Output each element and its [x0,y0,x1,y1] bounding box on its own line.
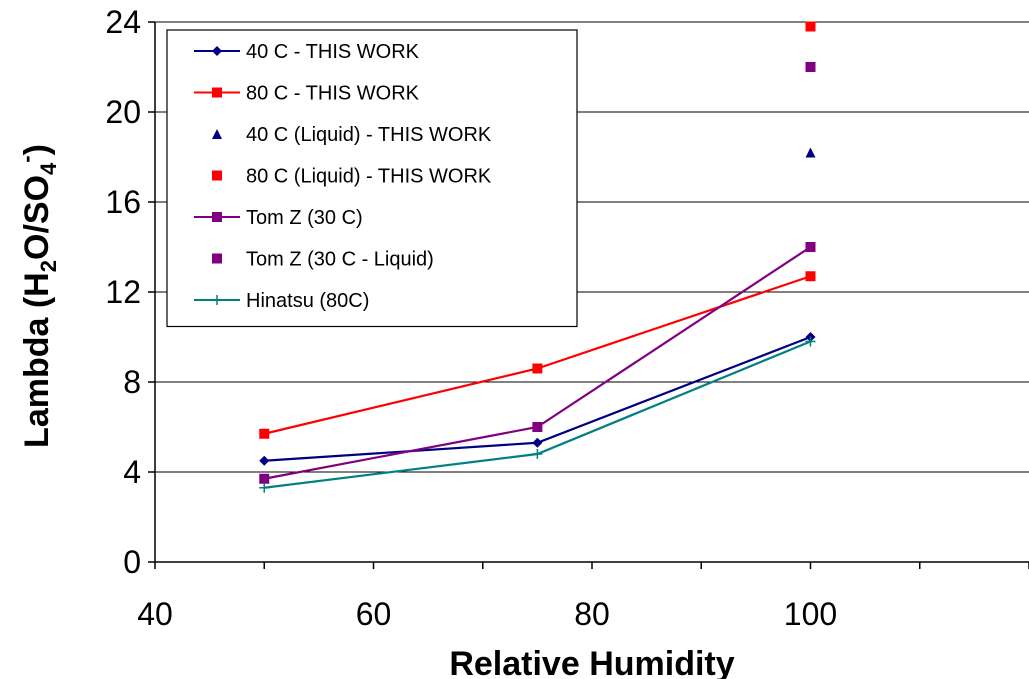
legend: 40 C - THIS WORK 80 C - THIS WORK 40 C (Li… [166,29,578,328]
data-point [532,363,543,374]
legend-marker-swatch [212,129,222,139]
x-tick-label: 40 [137,596,173,632]
y-axis-title-sup: - [14,155,39,162]
y-axis-title-sub1: 2 [36,260,61,272]
data-point [805,147,816,158]
series-4 [259,242,816,484]
data-point [805,271,816,282]
series-5 [805,62,816,72]
legend-item: 40 C (Liquid) - THIS WORK [212,124,492,146]
series-layer [259,21,816,493]
series-0 [259,332,816,466]
legend-marker-swatch [212,295,222,305]
data-point [805,62,816,72]
legend-item: 80 C (Liquid) - THIS WORK [212,166,492,188]
y-tick-label: 8 [123,364,141,400]
data-point [532,449,543,459]
y-tick-label: 20 [105,94,141,130]
legend-item: Tom Z (30 C - Liquid) [212,249,434,271]
legend-item: 80 C - THIS WORK [194,83,420,105]
legend-item: 40 C - THIS WORK [194,41,420,63]
axes [148,21,1029,569]
data-point [532,437,543,448]
x-axis-title: Relative Humidity [449,645,734,679]
data-point [259,482,270,493]
legend-label: 40 C (Liquid) - THIS WORK [246,124,492,146]
legend-label: 40 C - THIS WORK [246,41,420,63]
data-point [805,336,816,347]
x-tick-label: 100 [784,596,837,632]
y-axis-title-part2: O/SO [18,175,56,260]
series-3 [805,21,816,32]
legend-label: Tom Z (30 C) [246,207,363,229]
y-tick-label: 4 [123,454,141,490]
data-point [805,21,816,32]
x-tick-label: 60 [356,596,392,632]
data-point [532,422,543,432]
legend-item: Hinatsu (80C) [194,290,369,312]
x-tick-label: 80 [574,596,610,632]
legend-marker-swatch [212,87,222,98]
y-tick-label: 12 [105,274,141,310]
y-tick-label: 16 [105,184,141,220]
tick-labels: 0 4 8 12 16 20 24 40 60 80 100 [105,4,837,632]
data-point [259,473,270,484]
y-tick-label: 0 [123,544,141,580]
y-axis-title-part1: Lambda (H [18,272,56,448]
legend-label: 80 C - THIS WORK [246,83,420,105]
data-point [805,242,816,252]
legend-marker-swatch [212,253,222,264]
legend-marker-swatch [212,212,222,222]
data-point [259,428,270,439]
legend-label: Tom Z (30 C - Liquid) [246,249,434,271]
y-tick-label: 24 [105,4,141,40]
legend-marker-swatch [212,46,222,56]
legend-label: 80 C (Liquid) - THIS WORK [246,166,492,188]
y-axis-title-sub2: 4 [36,162,61,175]
legend-box [166,29,578,328]
y-axis-title: Lambda (H2O/SO4-) [14,144,61,448]
data-point [259,455,270,466]
legend-label: Hinatsu (80C) [246,290,369,312]
series-2 [805,147,816,158]
series-6 [259,336,816,493]
legend-marker-swatch [212,170,222,181]
legend-item: Tom Z (30 C) [194,207,363,229]
